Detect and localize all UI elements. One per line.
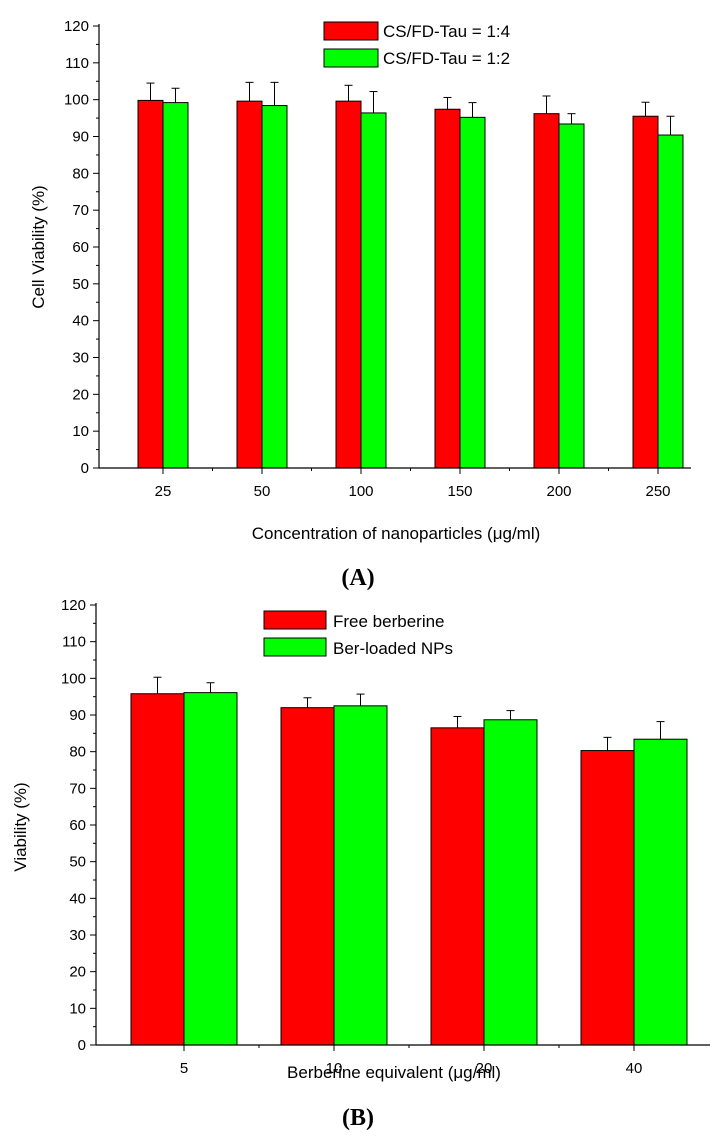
panel-a-bar-100-s2: [360, 112, 387, 469]
panel-b-y-tick-label-60: 60: [69, 817, 86, 834]
panel-b-bars: [130, 692, 688, 1046]
panel-b-bar-5-s1: [130, 693, 185, 1046]
panel-a-bar-150-s1: [434, 108, 461, 469]
panel-a-y-tick-label-110: 110: [65, 55, 89, 72]
panel-a-legend-label-2: CS/FD-Tau = 1:2: [383, 49, 510, 68]
panel-b-y-tick-label-10: 10: [69, 1000, 86, 1017]
panel-a-x-tick-label-150: 150: [447, 483, 472, 500]
panel-a-bar-150-s2: [459, 116, 486, 469]
panel-a-bars: [137, 99, 684, 469]
panel-b-bar-20-s2: [483, 719, 538, 1046]
panel-a-x-axis: 25 50 100 150 200 250: [99, 467, 691, 500]
panel-a-legend: CS/FD-Tau = 1:4 CS/FD-Tau = 1:2: [323, 21, 510, 68]
panel-b-label: (B): [342, 1105, 374, 1131]
panel-a-bar-25-s1: [137, 99, 164, 469]
panel-a-x-tick-label-100: 100: [348, 483, 373, 500]
panel-b-y-tick-label-20: 20: [69, 964, 86, 981]
panel-a-x-tick-label-25: 25: [155, 483, 172, 500]
panel-a-bar-50-s1: [236, 100, 263, 469]
panel-a-x-axis-title: Concentration of nanoparticles (μg/ml): [252, 524, 541, 543]
panel-a-legend-swatch-2: [323, 48, 379, 68]
panel-a-label: (A): [341, 565, 374, 591]
panel-a-legend-label-1: CS/FD-Tau = 1:4: [383, 22, 510, 41]
panel-b-x-tick-label-10: 10: [326, 1060, 343, 1077]
panel-b-y-tick-label-30: 30: [69, 927, 86, 944]
panel-a-bar-25-s2: [162, 102, 189, 469]
panel-b-bar-40-s2: [633, 738, 688, 1046]
panel-a-y-tick-label-70: 70: [72, 202, 89, 219]
panel-a-y-axis: 0 10 20 30 40 50 60 70 80 90 100 110 120: [64, 18, 100, 477]
panel-a-x-tick-label-250: 250: [645, 483, 670, 500]
panel-a-y-tick-label-60: 60: [72, 239, 89, 256]
panel-b-y-tick-label-0: 0: [78, 1037, 86, 1054]
panel-a-y-tick-label-0: 0: [81, 460, 89, 477]
panel-b-legend-swatch-2: [263, 637, 327, 657]
panel-b-y-tick-label-100: 100: [61, 670, 86, 687]
panel-a-bar-100-s1: [335, 100, 362, 469]
panel-a-y-tick-label-120: 120: [64, 18, 89, 35]
panel-a-y-tick-label-80: 80: [72, 165, 89, 182]
panel-b: 0 10 20 30 40 50 60 70 80 90 100 110 120 5 10 20 40 Via…: [11, 597, 710, 1131]
panel-b-bar-40-s1: [580, 750, 635, 1046]
panel-a-bar-200-s1: [533, 113, 560, 469]
panel-b-errorbars: [153, 676, 665, 751]
panel-a-errorbars: [146, 81, 675, 136]
panel-b-y-tick-label-110: 110: [62, 634, 86, 651]
panel-b-legend-swatch-1: [263, 610, 327, 630]
panel-a-y-tick-label-10: 10: [72, 423, 89, 440]
panel-a-bar-250-s1: [632, 115, 659, 469]
panel-b-y-tick-label-70: 70: [69, 780, 86, 797]
panel-a-bar-250-s2: [657, 134, 684, 469]
panel-a-bar-50-s2: [261, 105, 288, 469]
panel-b-legend-label-1: Free berberine: [333, 612, 445, 631]
panel-a-y-tick-label-50: 50: [72, 276, 89, 293]
panel-b-legend: Free berberine Ber-loaded NPs: [263, 610, 453, 658]
panel-b-bar-10-s1: [280, 707, 335, 1046]
panel-b-y-tick-label-90: 90: [69, 707, 86, 724]
panel-b-bar-5-s2: [183, 692, 238, 1046]
panel-a-y-tick-label-20: 20: [72, 386, 89, 403]
panel-b-y-axis-title: Viability (%): [11, 782, 30, 871]
panel-b-y-axis: 0 10 20 30 40 50 60 70 80 90 100 110 120: [61, 597, 97, 1054]
panel-a-y-tick-label-40: 40: [72, 313, 89, 330]
panel-b-bar-20-s1: [430, 727, 485, 1046]
panel-b-y-tick-label-40: 40: [69, 890, 86, 907]
panel-b-x-axis: 5 10 20 40: [96, 1044, 710, 1077]
panel-a-y-tick-label-90: 90: [72, 129, 89, 146]
panel-a-x-tick-label-50: 50: [254, 483, 271, 500]
panel-a-y-tick-label-100: 100: [64, 92, 89, 109]
panel-b-legend-label-2: Ber-loaded NPs: [333, 639, 453, 658]
panel-a-bar-200-s2: [558, 123, 585, 469]
panel-a-x-tick-label-200: 200: [546, 483, 571, 500]
panel-a-y-axis-title: Cell Viability (%): [29, 185, 48, 308]
panel-b-x-tick-label-40: 40: [626, 1060, 643, 1077]
panel-b-x-tick-label-5: 5: [180, 1060, 188, 1077]
panel-b-bar-10-s2: [333, 705, 388, 1046]
panel-b-x-tick-label-20: 20: [476, 1060, 493, 1077]
panel-a-y-tick-label-30: 30: [72, 350, 89, 367]
panel-a-legend-swatch-1: [323, 21, 379, 41]
panel-b-y-tick-label-50: 50: [69, 854, 86, 871]
panel-b-y-tick-label-120: 120: [61, 597, 86, 614]
panel-b-y-tick-label-80: 80: [69, 744, 86, 761]
panel-b-x-axis-title: Berberine equivalent (μg/ml): [287, 1063, 501, 1082]
